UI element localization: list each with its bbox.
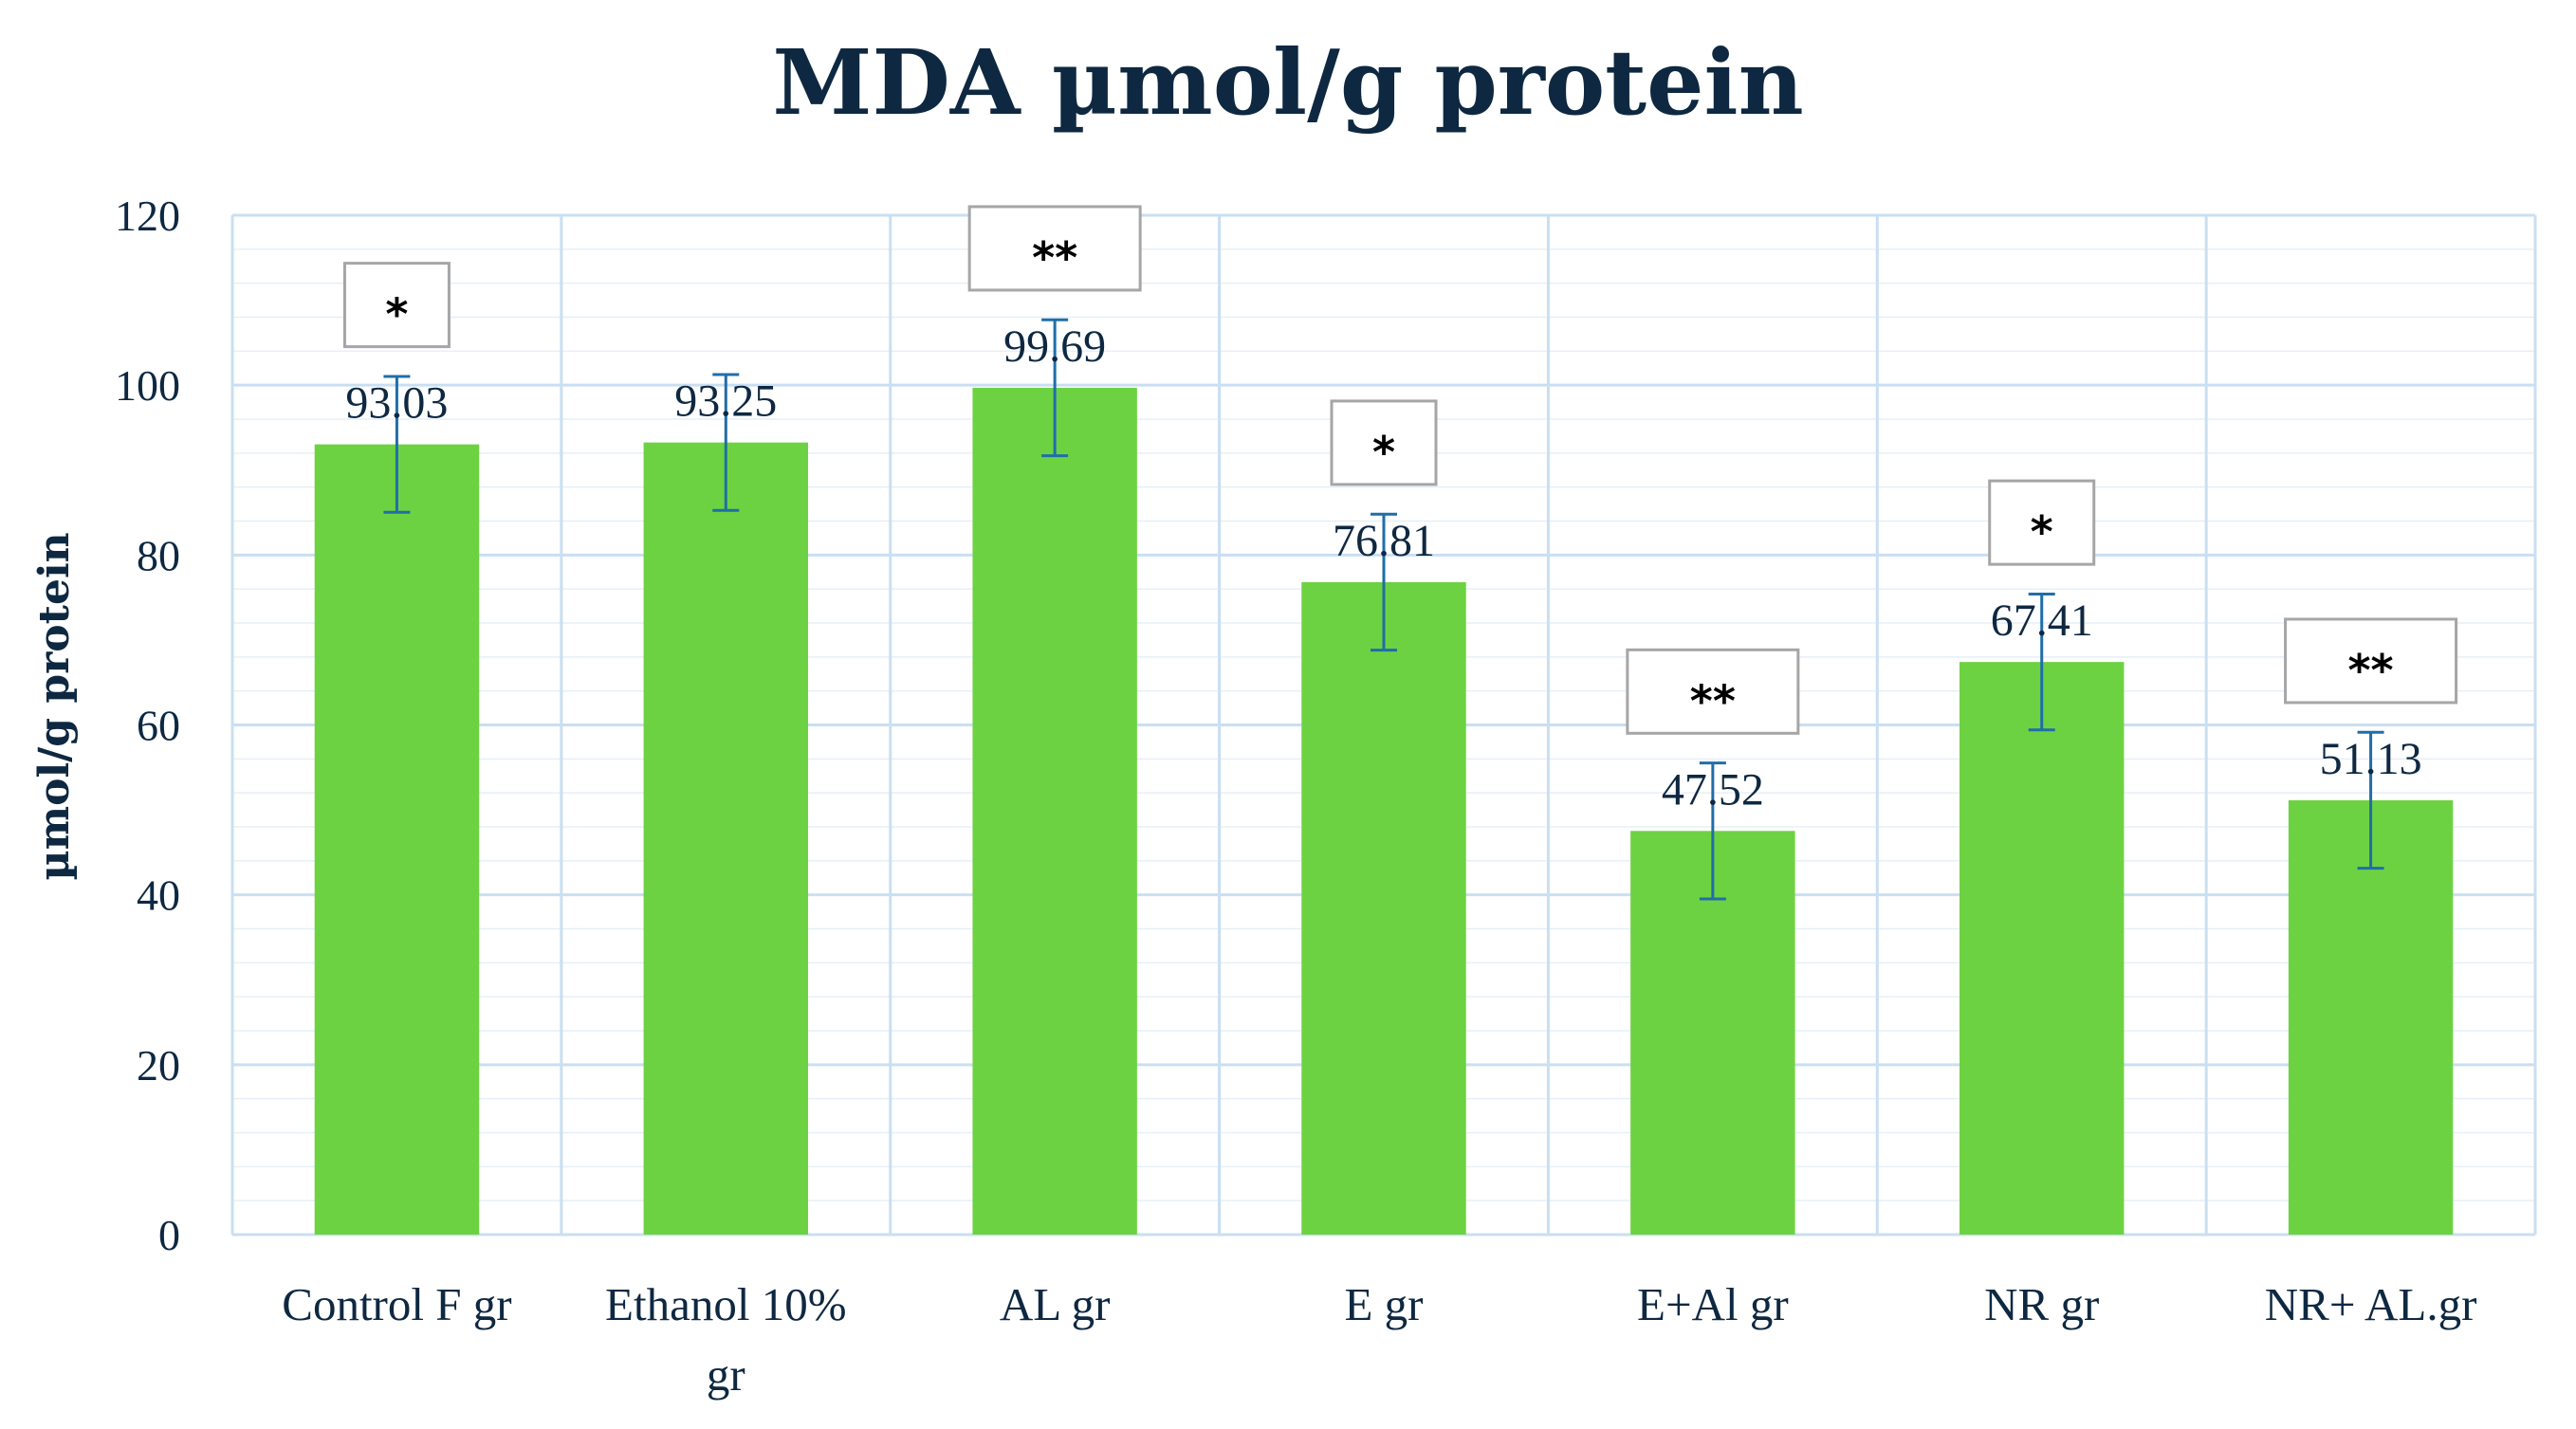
significance-marker: **	[1032, 232, 1077, 284]
data-label: 76.81	[1333, 516, 1435, 566]
significance-marker: *	[2031, 506, 2053, 558]
chart-title: MDA µmol/g protein	[772, 30, 1803, 136]
y-tick-label: 60	[137, 702, 180, 750]
category-label: NR gr	[1984, 1278, 2099, 1330]
significance-marker: *	[1372, 427, 1395, 478]
bar	[1960, 662, 2125, 1235]
significance-marker: **	[2348, 645, 2394, 696]
significance-box	[1330, 399, 1438, 486]
y-tick-label: 40	[137, 871, 180, 920]
y-tick-label: 80	[137, 531, 180, 579]
significance-box	[342, 262, 451, 349]
category-label: AL gr	[1000, 1278, 1111, 1330]
category-label: Ethanol 10%	[605, 1278, 846, 1330]
bar	[643, 442, 808, 1236]
significance-box	[2284, 617, 2458, 705]
y-tick-label: 100	[115, 361, 180, 410]
data-label: 93.03	[345, 378, 448, 429]
y-tick-label: 0	[158, 1211, 180, 1259]
bar	[314, 444, 480, 1235]
data-label: 93.25	[674, 376, 777, 427]
significance-box	[1626, 648, 1800, 735]
significance-box	[967, 205, 1142, 292]
significance-marker: *	[385, 289, 408, 340]
data-label: 47.52	[1662, 764, 1764, 815]
bar	[2288, 799, 2454, 1235]
y-tick-label: 120	[115, 192, 180, 240]
category-label: E gr	[1345, 1278, 1424, 1330]
y-axis-label: µmol/g protein	[30, 532, 79, 880]
significance-box	[1988, 479, 2096, 566]
bar	[972, 387, 1137, 1236]
category-label: E+Al gr	[1637, 1278, 1789, 1330]
significance-marker: **	[1690, 675, 1736, 726]
category-label: NR+ AL.gr	[2265, 1278, 2477, 1330]
data-label: 99.69	[1003, 321, 1106, 372]
data-label: 51.13	[2320, 734, 2422, 784]
category-label: gr	[707, 1348, 745, 1401]
y-tick-label: 20	[137, 1041, 180, 1090]
bar	[1301, 581, 1466, 1235]
category-label: Control F gr	[282, 1278, 511, 1330]
data-label: 67.41	[1991, 595, 2093, 646]
